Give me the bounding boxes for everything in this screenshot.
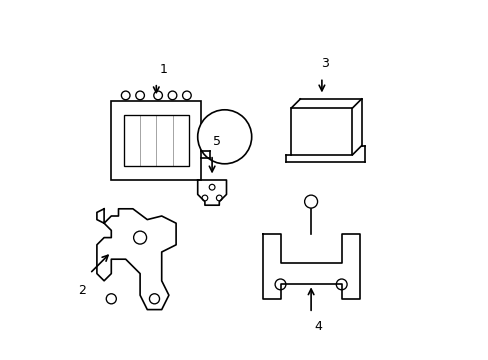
Text: 4: 4 <box>314 320 322 333</box>
Bar <box>291 108 352 155</box>
Circle shape <box>149 294 159 304</box>
Circle shape <box>168 91 177 100</box>
Circle shape <box>106 294 116 304</box>
Bar <box>111 101 201 180</box>
Circle shape <box>136 91 144 100</box>
Circle shape <box>197 110 251 164</box>
Text: 3: 3 <box>321 57 329 70</box>
Circle shape <box>182 91 191 100</box>
Text: 2: 2 <box>79 284 86 297</box>
Circle shape <box>216 195 222 201</box>
Circle shape <box>304 195 317 208</box>
Circle shape <box>336 279 346 290</box>
Circle shape <box>202 195 207 201</box>
Text: 1: 1 <box>159 63 167 76</box>
Circle shape <box>209 184 215 190</box>
Bar <box>123 115 188 166</box>
Circle shape <box>275 279 285 290</box>
Text: 5: 5 <box>213 135 221 148</box>
Circle shape <box>121 91 130 100</box>
Circle shape <box>153 91 162 100</box>
Circle shape <box>133 231 146 244</box>
